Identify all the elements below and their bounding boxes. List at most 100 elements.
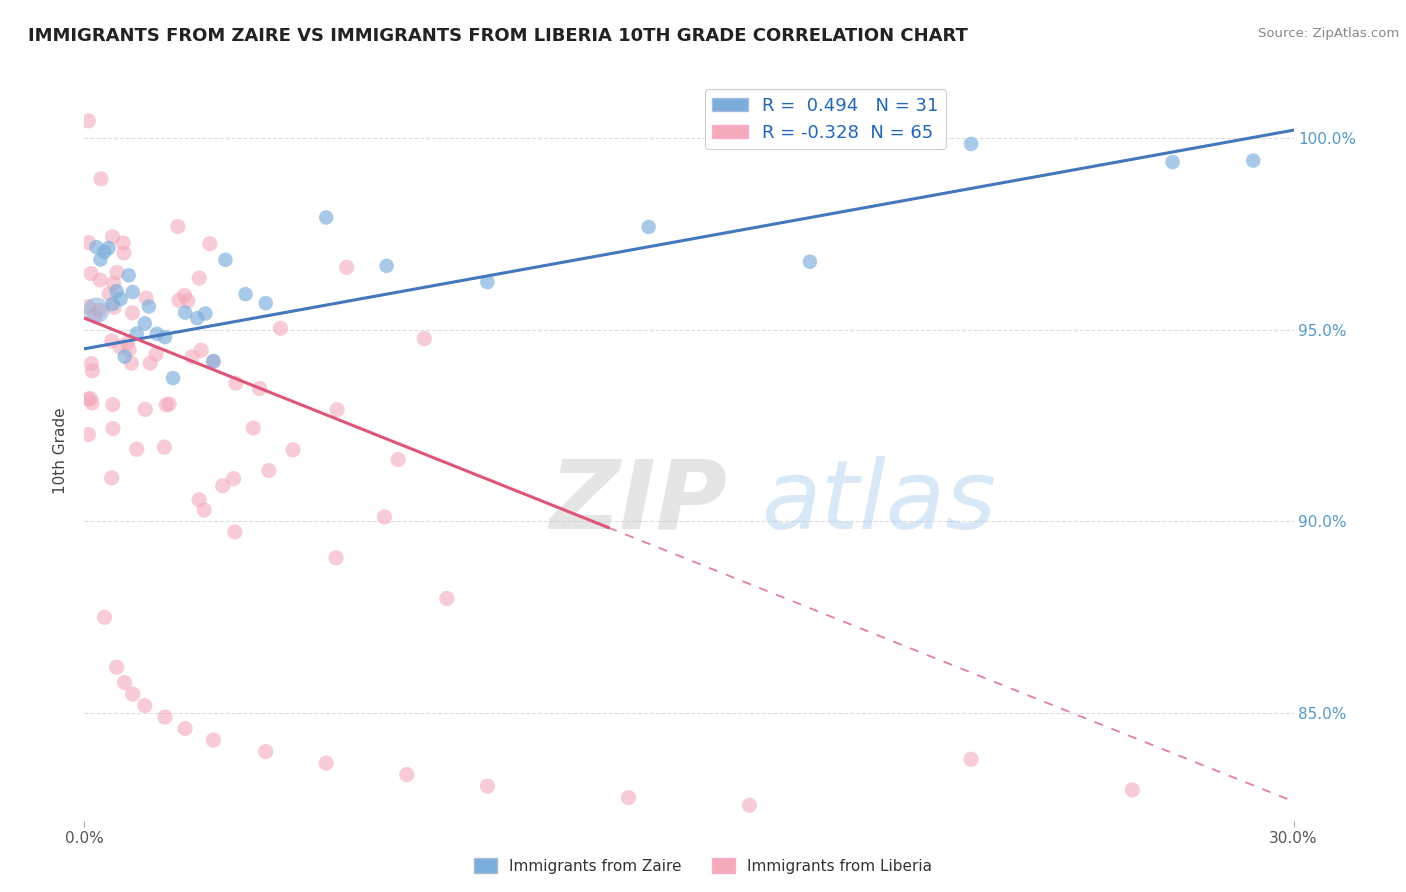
Point bbox=[82, 364, 104, 378]
Point bbox=[108, 340, 131, 354]
Point bbox=[188, 492, 211, 507]
Point bbox=[194, 306, 217, 320]
Point bbox=[202, 733, 225, 747]
Point bbox=[118, 268, 141, 283]
Point bbox=[125, 442, 148, 457]
Point bbox=[249, 381, 271, 395]
Point bbox=[145, 347, 167, 361]
Point bbox=[86, 303, 108, 318]
Point bbox=[93, 244, 115, 259]
Point bbox=[153, 440, 176, 454]
Point bbox=[373, 510, 395, 524]
Point bbox=[174, 305, 197, 319]
Point bbox=[117, 336, 139, 351]
Y-axis label: 10th Grade: 10th Grade bbox=[53, 407, 69, 494]
Point bbox=[225, 376, 247, 391]
Point bbox=[97, 241, 120, 255]
Point bbox=[103, 301, 125, 315]
Point bbox=[77, 114, 100, 128]
Point bbox=[254, 296, 277, 310]
Point bbox=[77, 235, 100, 250]
Point bbox=[93, 610, 115, 624]
Point bbox=[80, 267, 103, 281]
Point bbox=[190, 343, 212, 358]
Point bbox=[387, 452, 409, 467]
Point bbox=[89, 273, 111, 287]
Text: Source: ZipAtlas.com: Source: ZipAtlas.com bbox=[1258, 27, 1399, 40]
Point bbox=[100, 471, 122, 485]
Point bbox=[121, 687, 143, 701]
Point bbox=[138, 300, 160, 314]
Point bbox=[166, 219, 188, 234]
Point bbox=[105, 284, 128, 298]
Point bbox=[375, 259, 398, 273]
Point bbox=[235, 287, 257, 301]
Point bbox=[960, 752, 983, 766]
Point bbox=[186, 311, 208, 326]
Point bbox=[110, 292, 132, 306]
Point bbox=[799, 254, 821, 268]
Point bbox=[477, 779, 499, 793]
Point bbox=[315, 756, 337, 770]
Point bbox=[112, 246, 135, 260]
Point bbox=[325, 550, 347, 565]
Point bbox=[101, 297, 124, 311]
Point bbox=[242, 421, 264, 435]
Point bbox=[77, 300, 100, 314]
Point bbox=[80, 357, 103, 371]
Point bbox=[105, 265, 128, 279]
Point bbox=[436, 591, 458, 606]
Point bbox=[103, 277, 125, 291]
Point bbox=[202, 354, 225, 368]
Legend: Immigrants from Zaire, Immigrants from Liberia: Immigrants from Zaire, Immigrants from L… bbox=[468, 852, 938, 880]
Point bbox=[121, 285, 143, 299]
Point bbox=[125, 326, 148, 341]
Point bbox=[315, 211, 337, 225]
Point bbox=[1241, 153, 1264, 168]
Point bbox=[413, 332, 436, 346]
Point bbox=[134, 698, 156, 713]
Point bbox=[173, 288, 195, 302]
Point bbox=[155, 398, 177, 412]
Point bbox=[89, 303, 111, 318]
Point bbox=[120, 356, 142, 370]
Point bbox=[146, 326, 169, 341]
Point bbox=[134, 317, 156, 331]
Text: IMMIGRANTS FROM ZAIRE VS IMMIGRANTS FROM LIBERIA 10TH GRADE CORRELATION CHART: IMMIGRANTS FROM ZAIRE VS IMMIGRANTS FROM… bbox=[28, 27, 967, 45]
Point bbox=[960, 136, 983, 151]
Text: ZIP: ZIP bbox=[550, 456, 728, 549]
Point bbox=[135, 291, 157, 305]
Point bbox=[83, 309, 105, 323]
Point bbox=[326, 402, 349, 417]
Point bbox=[114, 675, 136, 690]
Point bbox=[395, 767, 418, 781]
Point bbox=[336, 260, 359, 275]
Point bbox=[637, 219, 659, 234]
Point bbox=[177, 293, 200, 308]
Point bbox=[224, 524, 246, 539]
Point bbox=[188, 271, 211, 285]
Point bbox=[77, 392, 100, 406]
Point bbox=[86, 240, 108, 254]
Point bbox=[269, 321, 291, 335]
Point bbox=[79, 392, 101, 406]
Point bbox=[738, 798, 761, 813]
Point bbox=[214, 252, 236, 267]
Point bbox=[198, 236, 221, 251]
Point bbox=[121, 306, 143, 320]
Point bbox=[153, 710, 176, 724]
Point bbox=[139, 356, 162, 370]
Point bbox=[193, 503, 215, 517]
Point bbox=[257, 464, 280, 478]
Legend: R =  0.494   N = 31, R = -0.328  N = 65: R = 0.494 N = 31, R = -0.328 N = 65 bbox=[704, 89, 946, 149]
Point bbox=[202, 354, 225, 368]
Point bbox=[1161, 155, 1184, 169]
Point bbox=[153, 330, 176, 344]
Point bbox=[98, 286, 121, 301]
Point bbox=[90, 172, 112, 186]
Point bbox=[167, 293, 190, 308]
Point bbox=[477, 275, 499, 289]
Point bbox=[211, 479, 233, 493]
Point bbox=[254, 745, 277, 759]
Point bbox=[157, 397, 180, 411]
